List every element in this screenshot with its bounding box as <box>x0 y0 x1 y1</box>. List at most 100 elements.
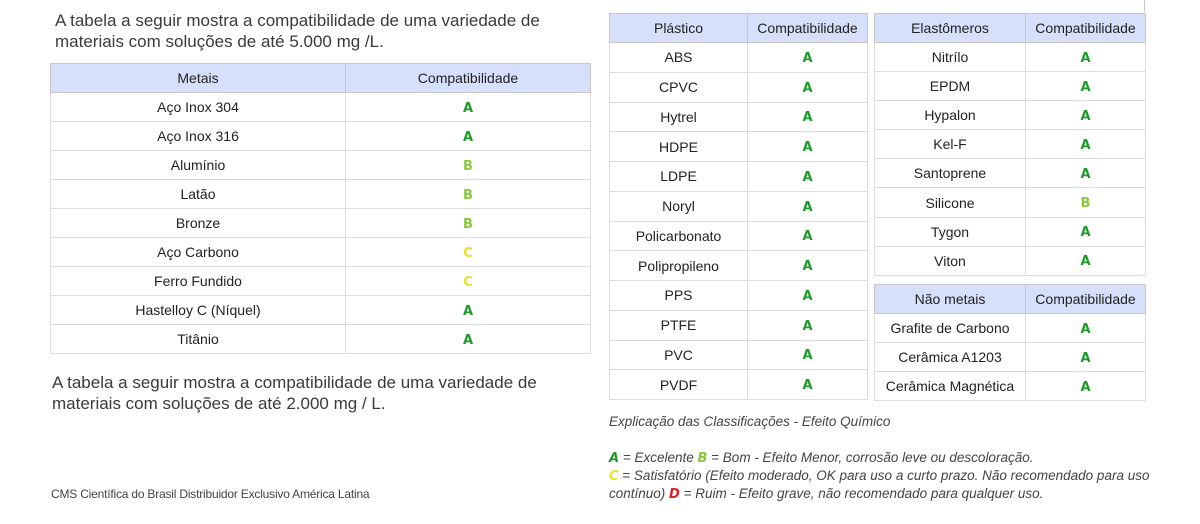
compatibility-grade: A <box>1080 254 1091 270</box>
table-row: Bronze B <box>50 208 591 238</box>
legend-text-a: = Excelente <box>619 450 698 465</box>
compatibility-cell: A <box>747 161 868 192</box>
table-row: Latão B <box>50 179 591 209</box>
table-header-row: Metais Compatibilidade <box>50 63 591 93</box>
compatibility-grade: B <box>1080 196 1091 212</box>
compatibility-grade: A <box>462 100 474 116</box>
plastico-table: Plástico Compatibilidade ABS A CPVC A Hytrel A H… <box>609 13 868 400</box>
compatibility-grade: A <box>462 332 474 348</box>
table-row: Silicone B <box>874 187 1146 218</box>
compatibility-cell: A <box>747 101 868 133</box>
compatibility-cell: A <box>747 369 868 400</box>
material-name: Noryl <box>609 190 748 222</box>
material-name: Cerâmica A1203 <box>874 342 1026 372</box>
compatibility-cell: A <box>1025 158 1146 189</box>
compatibility-grade: A <box>802 80 813 96</box>
column-header-compatibility: Compatibilidade <box>345 63 591 93</box>
intro-text-bottom: A tabela a seguir mostra a compatibilida… <box>52 373 537 413</box>
material-name: Policarbonato <box>609 220 748 252</box>
table-row: Titânio A <box>50 324 591 354</box>
compatibility-cell: C <box>345 266 591 296</box>
material-name: Hypalon <box>874 100 1026 131</box>
compatibility-grade: A <box>802 259 813 275</box>
compatibility-cell: A <box>747 280 868 311</box>
legend-grade-d: D <box>669 487 680 502</box>
compatibility-cell: A <box>345 121 591 151</box>
compatibility-grade: B <box>463 158 473 174</box>
material-name: Aço Carbono <box>50 237 346 267</box>
material-name: EPDM <box>874 71 1026 102</box>
nao-metais-table: Não metais Compatibilidade Grafite de Carb… <box>874 284 1146 401</box>
material-name: Hastelloy C (Níquel) <box>50 295 346 325</box>
table-row: Ferro Fundido C <box>50 266 591 296</box>
table-header-row: Plástico Compatibilidade <box>609 13 868 43</box>
compatibility-cell: B <box>345 179 591 209</box>
compatibility-grade: A <box>802 318 813 334</box>
material-name: LDPE <box>609 161 748 192</box>
compatibility-grade: B <box>463 216 473 232</box>
table-row: Cerâmica A1203 A <box>874 342 1146 372</box>
compatibility-cell: A <box>1025 216 1146 247</box>
table-row: Policarbonato A <box>609 220 868 252</box>
table-row: CPVC A <box>609 71 868 103</box>
column-header-material: Plástico <box>609 13 748 43</box>
column-header-compatibility: Compatibilidade <box>1025 284 1146 314</box>
compatibility-cell: A <box>345 324 591 354</box>
table-row: Santoprene A <box>874 158 1146 189</box>
material-name: Silicone <box>874 187 1026 218</box>
material-name: Polipropileno <box>609 250 748 281</box>
table-row: PVC A <box>609 339 868 371</box>
compatibility-grade: A <box>462 303 474 319</box>
compatibility-cell: A <box>1025 313 1146 343</box>
table-row: Aço Inox 316 A <box>50 121 591 151</box>
material-name: ABS <box>609 42 748 73</box>
material-name: Cerâmica Magnética <box>874 371 1026 401</box>
table-row: Hypalon A <box>874 100 1146 131</box>
compatibility-cell: B <box>345 150 591 180</box>
table-row: PPS A <box>609 280 868 311</box>
table-row: Hytrel A <box>609 101 868 133</box>
compatibility-cell: A <box>1025 71 1146 102</box>
elastomeros-table: Elastômeros Compatibilidade Nitrílo A EPDM A H… <box>874 13 1146 276</box>
table-header-row: Elastômeros Compatibilidade <box>874 13 1146 43</box>
compatibility-grade: A <box>802 110 813 126</box>
material-name: Aço Inox 304 <box>50 92 346 122</box>
compatibility-cell: A <box>747 71 868 103</box>
table-row: PVDF A <box>609 369 868 400</box>
compatibility-grade: A <box>1080 350 1091 366</box>
legend-text-d: = Ruim - Efeito grave, não recomendado p… <box>679 486 1044 501</box>
table-row: ABS A <box>609 42 868 73</box>
legend-grade-c: C <box>609 469 619 484</box>
compatibility-cell: A <box>1025 245 1146 276</box>
compatibility-cell: B <box>345 208 591 238</box>
table-row: Polipropileno A <box>609 250 868 281</box>
material-name: Tygon <box>874 216 1026 247</box>
table-row: Grafite de Carbono A <box>874 313 1146 343</box>
material-name: Aço Inox 316 <box>50 121 346 151</box>
column-header-compatibility: Compatibilidade <box>1025 13 1146 43</box>
compatibility-cell: A <box>747 250 868 281</box>
material-name: Nitrílo <box>874 41 1026 73</box>
legend-text-c: = Satisfatório (Efeito moderado, OK para… <box>609 468 1150 501</box>
table-row: Noryl A <box>609 190 868 222</box>
material-name: Ferro Fundido <box>50 266 346 296</box>
material-name: Latão <box>50 179 346 209</box>
table-row: Hastelloy C (Níquel) A <box>50 295 591 325</box>
legend-title: Explicação das Classificações - Efeito Q… <box>609 414 891 429</box>
compatibility-grade: A <box>802 348 813 364</box>
compatibility-cell: A <box>1025 41 1146 73</box>
material-name: Santoprene <box>874 158 1026 189</box>
column-header-material: Não metais <box>874 284 1026 314</box>
compatibility-cell: A <box>1025 129 1146 160</box>
column-header-compatibility: Compatibilidade <box>747 13 868 43</box>
compatibility-grade: A <box>1080 166 1091 182</box>
compatibility-grade: A <box>1080 79 1091 95</box>
table-row: EPDM A <box>874 71 1146 102</box>
compatibility-grade: A <box>802 199 813 215</box>
compatibility-grade: A <box>802 169 813 185</box>
compatibility-cell: A <box>1025 371 1146 401</box>
intro-text-top: A tabela a seguir mostra a compatibilida… <box>55 11 540 51</box>
table-row: Nitrílo A <box>874 41 1146 73</box>
edge-divider <box>1144 0 1145 12</box>
compatibility-cell: A <box>747 309 868 341</box>
